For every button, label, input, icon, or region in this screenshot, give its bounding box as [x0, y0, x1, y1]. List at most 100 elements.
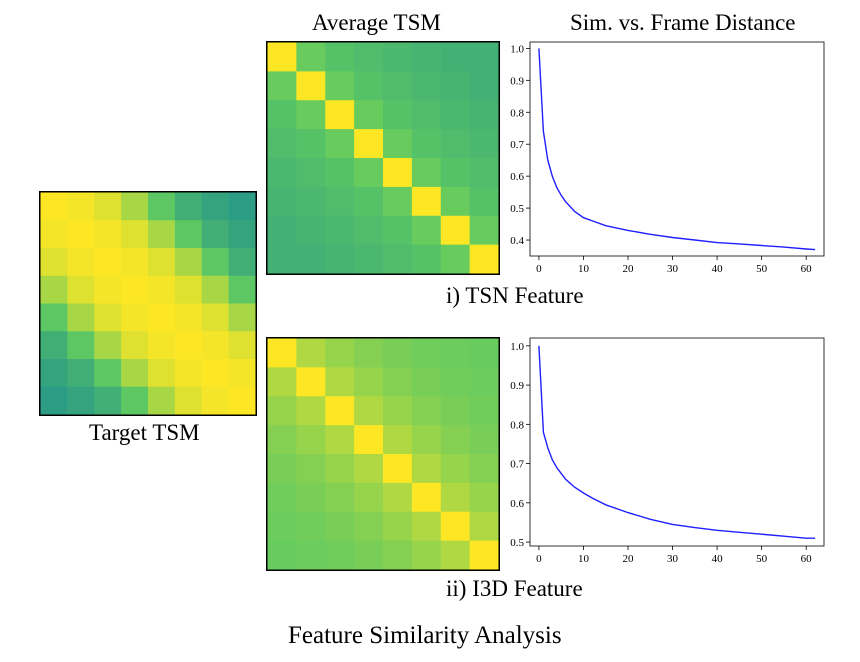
heatmap-cell-r5-c5: [411, 482, 442, 513]
heatmap-cell-r0-c6: [201, 192, 230, 221]
heatmap-cell-r6-c7: [469, 511, 499, 542]
heatmap-cell-r2-c7: [469, 396, 499, 426]
heatmap-cell-r4-c3: [121, 303, 149, 332]
heatmap-cell-r3-c0: [267, 425, 297, 455]
heatmap-cell-r3-c5: [174, 275, 203, 304]
x-tick-label: 50: [756, 263, 768, 275]
heatmap-cell-r1-c7: [469, 71, 499, 101]
similarity-series-line: [538, 48, 816, 251]
heatmap-cell-r7-c1: [67, 386, 95, 415]
heatmap-cell-r1-c4: [148, 220, 176, 249]
heatmap-cell-r4-c7: [228, 303, 256, 332]
figure-title: Feature Similarity Analysis: [288, 622, 562, 649]
heatmap-cell-r3-c2: [325, 425, 355, 455]
heatmap-cell-r1-c5: [174, 220, 203, 249]
heatmap-cell-r4-c2: [94, 303, 122, 332]
heatmap-cell-r7-c0: [267, 540, 297, 570]
heatmap-cell-r5-c3: [354, 482, 384, 513]
heatmap-cell-r3-c5: [411, 425, 442, 455]
heatmap-cell-r0-c1: [296, 338, 326, 368]
heatmap-cell-r5-c6: [440, 482, 471, 513]
heatmap-cell-r3-c1: [296, 425, 326, 455]
heatmap-cell-r2-c1: [296, 100, 326, 130]
heatmap-cell-r7-c3: [354, 244, 384, 274]
heatmap-cell-r3-c0: [267, 129, 297, 159]
x-tick-label: 20: [623, 263, 635, 275]
heatmap-cell-r6-c3: [121, 359, 149, 388]
y-tick-label: 0.9: [510, 75, 524, 87]
heatmap-cell-r3-c7: [228, 275, 256, 304]
heatmap-cell-r4-c5: [411, 158, 442, 188]
heatmap-cell-r7-c7: [228, 386, 256, 415]
heatmap-cell-r5-c1: [296, 482, 326, 513]
heatmap-cell-r1-c5: [411, 367, 442, 397]
heatmap-cell-r5-c6: [440, 186, 471, 217]
heatmap-cell-r2-c5: [411, 100, 442, 130]
heatmap-cell-r5-c3: [354, 186, 384, 217]
similarity-series-line: [538, 345, 816, 539]
heatmap-cell-r2-c7: [469, 100, 499, 130]
heatmap-cell-r0-c6: [440, 338, 471, 368]
heatmap-cell-r7-c2: [325, 540, 355, 570]
heatmap-cell-r0-c5: [411, 338, 442, 368]
heatmap-cell-r6-c2: [325, 511, 355, 542]
average-tsm-title: Average TSM: [312, 10, 441, 35]
x-tick-label: 60: [801, 263, 813, 275]
heatmap-cell-r2-c4: [383, 396, 413, 426]
heatmap-cell-r5-c5: [411, 186, 442, 217]
heatmap-cell-r0-c2: [325, 42, 355, 72]
x-tick-label: 0: [536, 263, 542, 275]
i3d-similarity-line-chart: 0.5 0.6 0.7 0.8 0.9 1.0 0 10 20 30 40 50 60: [510, 337, 825, 565]
y-tick-label: 1.0: [510, 341, 524, 353]
heatmap-cell-r5-c4: [383, 482, 413, 513]
heatmap-cell-r1-c3: [354, 71, 384, 101]
heatmap-cell-r4-c1: [296, 454, 326, 484]
heatmap-cell-r4-c2: [325, 158, 355, 188]
heatmap-cell-r0-c1: [67, 192, 95, 221]
heatmap-cell-r6-c6: [201, 359, 230, 388]
heatmap-cell-r6-c3: [354, 215, 384, 246]
heatmap-cell-r2-c0: [267, 396, 297, 426]
heatmap-cell-r0-c4: [383, 42, 413, 72]
target-tsm-caption: Target TSM: [89, 420, 200, 445]
heatmap-cell-r0-c3: [121, 192, 149, 221]
heatmap-cell-r0-c7: [469, 42, 499, 72]
heatmap-cell-r5-c3: [121, 331, 149, 360]
y-tick-label: 0.4: [510, 235, 524, 247]
heatmap-cell-r5-c7: [228, 331, 256, 360]
heatmap-cell-r1-c6: [201, 220, 230, 249]
heatmap-cell-r6-c5: [411, 215, 442, 246]
heatmap-cell-r3-c7: [469, 425, 499, 455]
heatmap-cell-r1-c3: [354, 367, 384, 397]
heatmap-cell-r7-c5: [411, 540, 442, 570]
heatmap-cell-r0-c4: [383, 338, 413, 368]
heatmap-cell-r2-c2: [325, 396, 355, 426]
heatmap-cell-r1-c6: [440, 367, 471, 397]
heatmap-cell-r4-c3: [354, 454, 384, 484]
heatmap-cell-r1-c1: [296, 367, 326, 397]
heatmap-cell-r2-c5: [174, 248, 203, 277]
heatmap-cell-r4-c6: [440, 454, 471, 484]
heatmap-cell-r2-c7: [228, 248, 256, 277]
heatmap-cell-r6-c5: [411, 511, 442, 542]
x-tick-label: 30: [667, 263, 679, 275]
heatmap-cell-r2-c1: [67, 248, 95, 277]
heatmap-cell-r5-c6: [201, 331, 230, 360]
heatmap-cell-r3-c6: [440, 425, 471, 455]
heatmap-cell-r0-c4: [148, 192, 176, 221]
heatmap-cell-r2-c4: [148, 248, 176, 277]
x-tick-label: 40: [712, 553, 724, 565]
heatmap-cell-r0-c0: [40, 192, 68, 221]
heatmap-cell-r5-c5: [174, 331, 203, 360]
heatmap-cell-r4-c6: [440, 158, 471, 188]
heatmap-cell-r7-c0: [267, 244, 297, 274]
y-tick-label: 0.8: [510, 419, 524, 431]
y-tick-label: 0.5: [510, 203, 524, 215]
heatmap-cell-r6-c2: [325, 215, 355, 246]
tsn-average-tsm-heatmap: [266, 41, 500, 275]
heatmap-cell-r2-c6: [201, 248, 230, 277]
heatmap-cell-r2-c3: [354, 396, 384, 426]
heatmap-cell-r7-c5: [411, 244, 442, 274]
heatmap-cell-r7-c4: [148, 386, 176, 415]
heatmap-cell-r3-c6: [201, 275, 230, 304]
